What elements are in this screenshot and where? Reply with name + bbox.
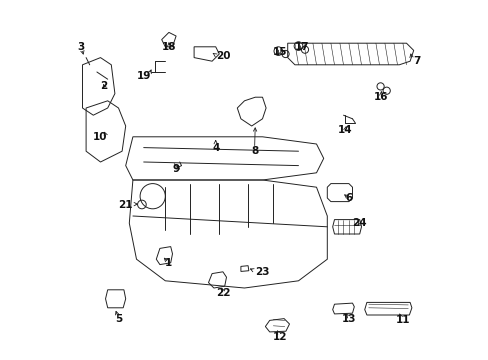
Text: 3: 3 bbox=[77, 42, 84, 52]
Text: 2: 2 bbox=[100, 81, 107, 91]
Text: 20: 20 bbox=[215, 51, 230, 61]
Text: 15: 15 bbox=[273, 47, 287, 57]
Text: 22: 22 bbox=[215, 288, 230, 298]
Text: 19: 19 bbox=[136, 71, 151, 81]
Text: 12: 12 bbox=[273, 332, 287, 342]
Text: 8: 8 bbox=[251, 146, 258, 156]
Text: 5: 5 bbox=[115, 314, 122, 324]
Text: 18: 18 bbox=[162, 42, 176, 52]
Text: 14: 14 bbox=[337, 125, 352, 135]
Text: 11: 11 bbox=[395, 315, 409, 325]
Text: 6: 6 bbox=[345, 193, 352, 203]
Text: 17: 17 bbox=[294, 42, 309, 52]
Text: 9: 9 bbox=[172, 164, 179, 174]
Text: 13: 13 bbox=[341, 314, 355, 324]
Text: 10: 10 bbox=[93, 132, 107, 142]
Text: 23: 23 bbox=[255, 267, 269, 277]
Text: 1: 1 bbox=[165, 258, 172, 268]
Text: 4: 4 bbox=[212, 143, 219, 153]
Text: 24: 24 bbox=[352, 218, 366, 228]
Text: 16: 16 bbox=[373, 92, 388, 102]
Text: 21: 21 bbox=[118, 200, 133, 210]
Text: 7: 7 bbox=[413, 56, 420, 66]
